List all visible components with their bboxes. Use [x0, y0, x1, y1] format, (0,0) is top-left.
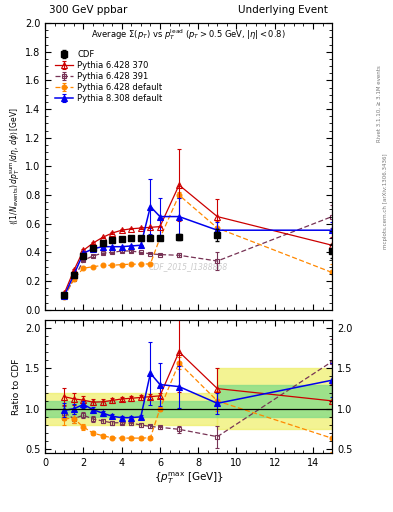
- Text: Average $\Sigma(p_T)$ vs $p_T^\mathrm{lead}$ ($p_T > 0.5$ GeV, $|\eta| < 0.8$): Average $\Sigma(p_T)$ vs $p_T^\mathrm{le…: [91, 27, 286, 42]
- Text: Underlying Event: Underlying Event: [238, 5, 328, 15]
- Text: 300 GeV ppbar: 300 GeV ppbar: [49, 5, 127, 15]
- Y-axis label: Ratio to CDF: Ratio to CDF: [12, 358, 21, 415]
- Y-axis label: $\langle(1/N_\mathrm{events})\,dp_T^\mathrm{sum}/d\eta,\,d\phi\rangle\,[\mathrm{: $\langle(1/N_\mathrm{events})\,dp_T^\mat…: [9, 108, 22, 225]
- X-axis label: $\{p_T^\mathrm{max}\ [\mathrm{GeV}]\}$: $\{p_T^\mathrm{max}\ [\mathrm{GeV}]\}$: [154, 471, 224, 486]
- Text: CDF_2015_I1388868: CDF_2015_I1388868: [149, 262, 228, 271]
- Legend: CDF, Pythia 6.428 370, Pythia 6.428 391, Pythia 6.428 default, Pythia 8.308 defa: CDF, Pythia 6.428 370, Pythia 6.428 391,…: [52, 47, 165, 105]
- Text: Rivet 3.1.10, ≥ 3.1M events: Rivet 3.1.10, ≥ 3.1M events: [377, 65, 382, 142]
- Text: mcplots.cern.ch [arXiv:1306.3436]: mcplots.cern.ch [arXiv:1306.3436]: [383, 153, 387, 249]
